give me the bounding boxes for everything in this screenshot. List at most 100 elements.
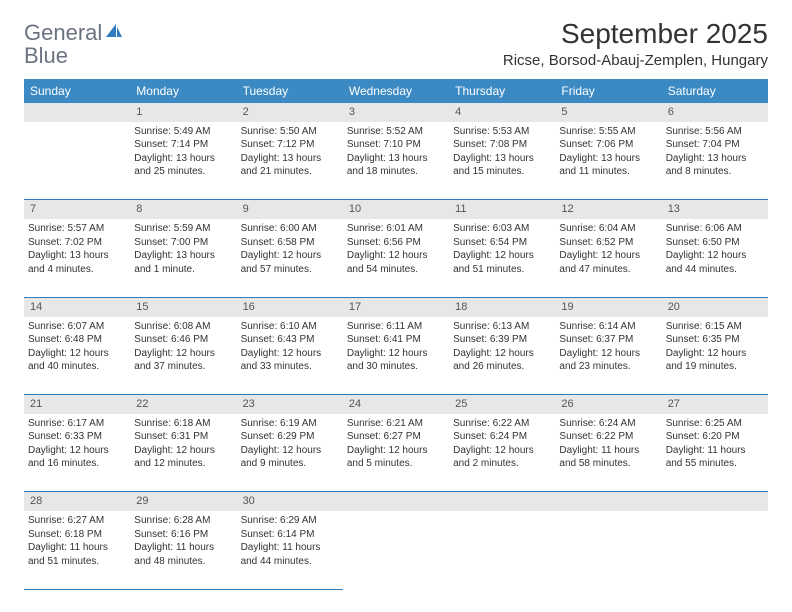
day-day1: Daylight: 12 hours [134,347,232,361]
day-day2: and 4 minutes. [28,263,126,277]
day-sunrise: Sunrise: 6:06 AM [666,222,764,236]
day-day2: and 18 minutes. [347,165,445,179]
day-day1: Daylight: 11 hours [134,541,232,555]
day-content-row: Sunrise: 5:57 AMSunset: 7:02 PMDaylight:… [24,219,768,297]
day-sunrise: Sunrise: 6:13 AM [453,320,551,334]
day-cell: Sunrise: 5:59 AMSunset: 7:00 PMDaylight:… [130,219,236,297]
day-cell: Sunrise: 5:53 AMSunset: 7:08 PMDaylight:… [449,122,555,200]
calendar-body: 123456Sunrise: 5:49 AMSunset: 7:14 PMDay… [24,103,768,589]
weekday-header: Tuesday [237,79,343,103]
location: Ricse, Borsod-Abauj-Zemplen, Hungary [503,52,768,69]
day-sunrise: Sunrise: 6:11 AM [347,320,445,334]
day-number: 11 [449,200,555,219]
day-sunset: Sunset: 6:58 PM [241,236,339,250]
day-day2: and 12 minutes. [134,457,232,471]
day-sunrise: Sunrise: 5:50 AM [241,125,339,139]
day-sunset: Sunset: 6:18 PM [28,528,126,542]
day-cell: Sunrise: 6:06 AMSunset: 6:50 PMDaylight:… [662,219,768,297]
day-cell: Sunrise: 6:19 AMSunset: 6:29 PMDaylight:… [237,414,343,492]
day-day2: and 21 minutes. [241,165,339,179]
day-cell: Sunrise: 6:28 AMSunset: 6:16 PMDaylight:… [130,511,236,589]
day-day2: and 19 minutes. [666,360,764,374]
day-day2: and 5 minutes. [347,457,445,471]
day-day1: Daylight: 12 hours [666,249,764,263]
day-cell: Sunrise: 6:01 AMSunset: 6:56 PMDaylight:… [343,219,449,297]
day-content-row: Sunrise: 5:49 AMSunset: 7:14 PMDaylight:… [24,122,768,200]
day-number: 3 [343,103,449,122]
day-day2: and 47 minutes. [559,263,657,277]
day-day1: Daylight: 13 hours [666,152,764,166]
day-sunset: Sunset: 6:50 PM [666,236,764,250]
day-cell: Sunrise: 6:15 AMSunset: 6:35 PMDaylight:… [662,317,768,395]
day-cell: Sunrise: 6:24 AMSunset: 6:22 PMDaylight:… [555,414,661,492]
day-day1: Daylight: 12 hours [28,347,126,361]
day-day1: Daylight: 12 hours [347,444,445,458]
day-day1: Daylight: 11 hours [559,444,657,458]
day-day2: and 1 minute. [134,263,232,277]
day-cell: Sunrise: 6:13 AMSunset: 6:39 PMDaylight:… [449,317,555,395]
day-sunrise: Sunrise: 6:21 AM [347,417,445,431]
day-day2: and 26 minutes. [453,360,551,374]
day-cell: Sunrise: 6:22 AMSunset: 6:24 PMDaylight:… [449,414,555,492]
day-sunset: Sunset: 6:54 PM [453,236,551,250]
day-number-row: 282930 [24,492,768,511]
day-sunset: Sunset: 6:29 PM [241,430,339,444]
day-number: 21 [24,395,130,414]
day-cell: Sunrise: 5:56 AMSunset: 7:04 PMDaylight:… [662,122,768,200]
day-cell: Sunrise: 6:03 AMSunset: 6:54 PMDaylight:… [449,219,555,297]
day-sunset: Sunset: 7:14 PM [134,138,232,152]
day-sunrise: Sunrise: 6:14 AM [559,320,657,334]
day-sunrise: Sunrise: 6:17 AM [28,417,126,431]
day-content-row: Sunrise: 6:17 AMSunset: 6:33 PMDaylight:… [24,414,768,492]
day-number-row: 123456 [24,103,768,122]
day-cell [343,511,449,589]
day-sunrise: Sunrise: 5:49 AM [134,125,232,139]
day-day2: and 15 minutes. [453,165,551,179]
day-number: 19 [555,297,661,316]
day-sunrise: Sunrise: 5:53 AM [453,125,551,139]
day-day2: and 48 minutes. [134,555,232,569]
day-sunset: Sunset: 7:08 PM [453,138,551,152]
day-sunrise: Sunrise: 5:59 AM [134,222,232,236]
day-number: 24 [343,395,449,414]
day-number-row: 78910111213 [24,200,768,219]
day-sunrise: Sunrise: 5:52 AM [347,125,445,139]
day-sunrise: Sunrise: 6:25 AM [666,417,764,431]
day-cell: Sunrise: 6:04 AMSunset: 6:52 PMDaylight:… [555,219,661,297]
day-cell [449,511,555,589]
day-number: 26 [555,395,661,414]
day-cell: Sunrise: 5:55 AMSunset: 7:06 PMDaylight:… [555,122,661,200]
day-cell: Sunrise: 5:49 AMSunset: 7:14 PMDaylight:… [130,122,236,200]
weekday-header: Monday [130,79,236,103]
day-sunset: Sunset: 6:56 PM [347,236,445,250]
day-number-row: 21222324252627 [24,395,768,414]
day-sunset: Sunset: 6:39 PM [453,333,551,347]
day-sunset: Sunset: 6:33 PM [28,430,126,444]
day-day2: and 33 minutes. [241,360,339,374]
day-sunset: Sunset: 7:12 PM [241,138,339,152]
day-day2: and 9 minutes. [241,457,339,471]
day-day1: Daylight: 12 hours [28,444,126,458]
day-cell: Sunrise: 5:57 AMSunset: 7:02 PMDaylight:… [24,219,130,297]
day-day1: Daylight: 13 hours [241,152,339,166]
day-number: 13 [662,200,768,219]
day-cell: Sunrise: 6:21 AMSunset: 6:27 PMDaylight:… [343,414,449,492]
day-day1: Daylight: 12 hours [347,347,445,361]
day-day1: Daylight: 12 hours [241,444,339,458]
logo-part2: Blue [24,43,68,68]
day-number: 29 [130,492,236,511]
day-day2: and 37 minutes. [134,360,232,374]
day-number: 2 [237,103,343,122]
day-cell: Sunrise: 6:14 AMSunset: 6:37 PMDaylight:… [555,317,661,395]
day-sunset: Sunset: 7:00 PM [134,236,232,250]
month-title: September 2025 [503,18,768,50]
day-sunset: Sunset: 6:31 PM [134,430,232,444]
day-sunrise: Sunrise: 5:56 AM [666,125,764,139]
day-cell: Sunrise: 6:08 AMSunset: 6:46 PMDaylight:… [130,317,236,395]
day-day2: and 2 minutes. [453,457,551,471]
day-cell: Sunrise: 6:25 AMSunset: 6:20 PMDaylight:… [662,414,768,492]
day-day1: Daylight: 13 hours [134,152,232,166]
weekday-header: Sunday [24,79,130,103]
day-cell: Sunrise: 6:27 AMSunset: 6:18 PMDaylight:… [24,511,130,589]
day-number: 20 [662,297,768,316]
